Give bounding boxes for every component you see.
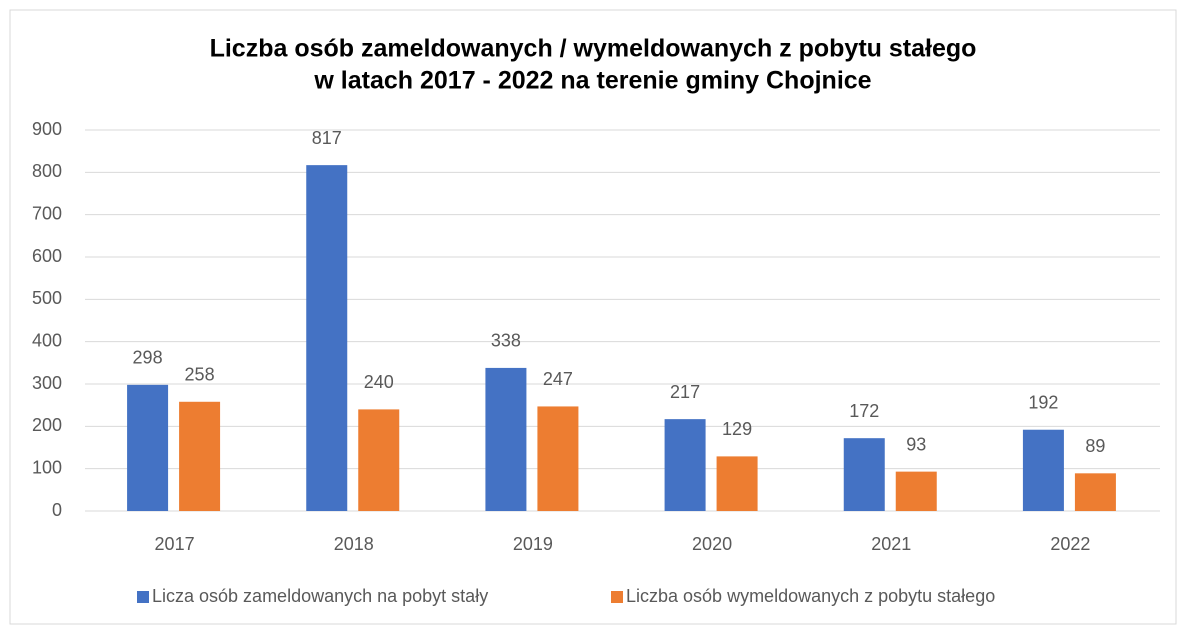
y-tick-label: 700 <box>32 203 62 223</box>
x-tick-label: 2021 <box>871 534 911 554</box>
data-label: 298 <box>133 348 163 368</box>
y-tick-label: 500 <box>32 288 62 308</box>
bar <box>358 409 400 511</box>
bar <box>179 401 221 511</box>
legend-label: Licza osób zameldowanych na pobyt stały <box>152 586 488 606</box>
chart-title: Liczba osób zameldowanych / wymeldowanyc… <box>210 35 977 63</box>
data-label: 93 <box>906 434 926 454</box>
y-tick-label: 400 <box>32 330 62 350</box>
bar <box>716 456 758 511</box>
bar <box>1074 473 1116 511</box>
bar <box>306 165 348 512</box>
x-tick-label: 2022 <box>1050 534 1090 554</box>
legend-swatch <box>137 591 149 603</box>
bar <box>485 367 527 511</box>
x-tick-label: 2020 <box>692 534 732 554</box>
x-tick-label: 2018 <box>334 534 374 554</box>
bar <box>1022 429 1064 511</box>
data-label: 192 <box>1028 392 1058 412</box>
x-tick-label: 2019 <box>513 534 553 554</box>
legend-swatch <box>611 591 623 603</box>
y-tick-label: 600 <box>32 246 62 266</box>
chart-title: w latach 2017 - 2022 na terenie gminy Ch… <box>313 67 871 95</box>
bar <box>664 419 706 511</box>
legend-label: Liczba osób wymeldowanych z pobytu stałe… <box>626 586 995 606</box>
y-tick-label: 900 <box>32 119 62 139</box>
bar <box>843 438 885 511</box>
y-tick-label: 800 <box>32 161 62 181</box>
x-tick-label: 2017 <box>155 534 195 554</box>
bar <box>537 406 579 511</box>
data-label: 247 <box>543 369 573 389</box>
data-label: 338 <box>491 331 521 351</box>
y-tick-label: 200 <box>32 415 62 435</box>
bar <box>895 471 937 511</box>
data-label: 817 <box>312 128 342 148</box>
y-tick-label: 100 <box>32 457 62 477</box>
data-label: 172 <box>849 401 879 421</box>
y-tick-label: 300 <box>32 373 62 393</box>
data-label: 217 <box>670 382 700 402</box>
data-label: 258 <box>185 365 215 385</box>
y-tick-label: 0 <box>52 500 62 520</box>
data-label: 240 <box>364 372 394 392</box>
chart-frame <box>9 9 1177 625</box>
data-label: 89 <box>1085 436 1105 456</box>
bar <box>127 384 169 511</box>
data-label: 129 <box>722 419 752 439</box>
